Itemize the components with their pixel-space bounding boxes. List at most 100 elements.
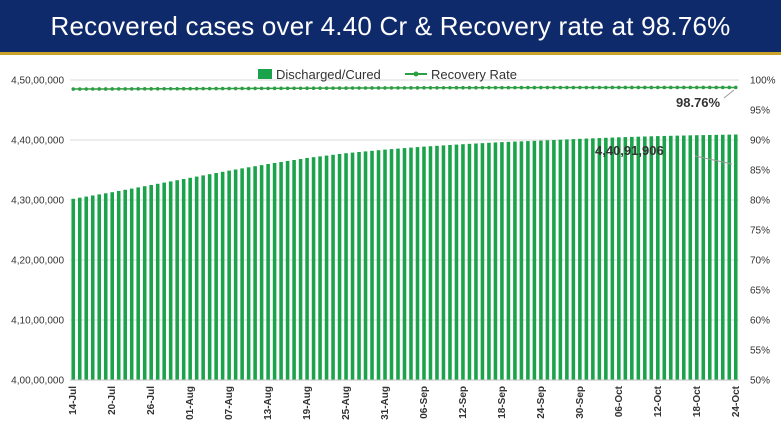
bar-discharged-cured	[363, 151, 368, 380]
bar-discharged-cured	[331, 154, 335, 380]
y-right-tick-label: 55%	[750, 346, 770, 357]
bar-discharged-cured	[500, 142, 504, 380]
bar-discharged-cured	[110, 192, 115, 380]
recovery-rate-point	[305, 86, 309, 91]
bar-discharged-cured	[103, 193, 108, 380]
recovery-rate-point	[285, 86, 290, 91]
x-tick-label: 25-Aug	[341, 386, 352, 420]
recovery-rate-point	[71, 87, 76, 91]
recovery-rate-point	[597, 85, 602, 90]
bar-discharged-cured	[694, 135, 699, 380]
recovery-rate-point	[77, 87, 82, 91]
bar-discharged-cured	[77, 197, 82, 380]
bar-discharged-cured	[571, 139, 576, 380]
recovery-rate-point	[123, 87, 128, 91]
recovery-rate-point	[84, 87, 89, 91]
annotations: 4,40,91,906 98.76%	[595, 89, 735, 165]
bar-discharged-cured	[649, 136, 654, 380]
bar-discharged-cured	[357, 152, 361, 380]
recovery-rate-point	[181, 86, 186, 91]
recovery-rate-point	[617, 85, 621, 90]
x-tick-label: 12-Oct	[653, 385, 664, 417]
bar-discharged-cured	[370, 150, 374, 380]
bar-discharged-cured	[188, 177, 192, 380]
title-banner: Recovered cases over 4.40 Cr & Recovery …	[0, 0, 781, 52]
recovery-rate-point	[142, 87, 147, 91]
bar-discharged-cured	[240, 168, 244, 380]
x-tick-label: 19-Aug	[302, 386, 313, 420]
bar-discharged-cured	[207, 174, 212, 380]
recovery-rate-point	[357, 86, 361, 90]
bar-discharged-cured	[253, 166, 257, 380]
x-tick-label: 12-Sep	[458, 386, 469, 419]
recovery-rate-point	[110, 87, 115, 91]
bar-discharged-cured	[707, 134, 712, 380]
annotation-recovery-value: 98.76%	[676, 95, 721, 110]
recovery-rate-point	[188, 86, 192, 91]
bar-discharged-cured	[539, 140, 543, 380]
recovery-rate-point	[656, 85, 660, 90]
y-left-tick-label: 4,20,00,000	[11, 256, 64, 267]
y-left-tick-label: 4,10,00,000	[11, 316, 64, 327]
recovery-rate-point	[578, 85, 582, 90]
bar-discharged-cured	[513, 141, 517, 380]
y-left-tick-label: 4,40,00,000	[11, 136, 64, 147]
x-tick-label: 30-Sep	[575, 386, 586, 419]
recovery-rate-point	[571, 85, 576, 90]
legend-swatch-recovery-marker	[413, 71, 419, 77]
recovery-rate-point	[643, 85, 647, 90]
y-right-tick-label: 60%	[750, 316, 770, 327]
annotation-discharged-value: 4,40,91,906	[595, 143, 664, 158]
recovery-rate-point	[259, 86, 264, 91]
bar-discharged-cured	[350, 152, 355, 380]
recovery-rate-point	[565, 85, 569, 90]
bar-discharged-cured	[116, 191, 121, 380]
recovery-rate-point	[409, 86, 413, 90]
bar-discharged-cured	[597, 138, 602, 380]
recovery-rate-point	[129, 87, 134, 91]
axes: 4,00,00,000 4,10,00,000 4,20,00,000 4,30,00…	[11, 76, 776, 420]
recovery-rate-point	[311, 86, 316, 90]
bar-discharged-cured	[266, 164, 270, 380]
page-title: Recovered cases over 4.40 Cr & Recovery …	[50, 10, 731, 41]
recovery-rate-point	[207, 86, 212, 91]
bar-discharged-cured	[233, 169, 238, 380]
bar-discharged-cured	[415, 147, 420, 380]
recovery-rate-point	[97, 87, 102, 91]
recovery-rate-point	[532, 85, 537, 90]
bar-discharged-cured	[318, 156, 322, 380]
bar-discharged-cured	[448, 145, 452, 380]
recovery-rate-point	[103, 87, 108, 91]
recovery-rate-point	[487, 85, 491, 90]
bar-discharged-cured	[259, 165, 264, 380]
bar-discharged-cured	[227, 170, 231, 380]
recovery-rate-point	[136, 87, 140, 91]
bar-discharged-cured	[688, 135, 693, 380]
bar-discharged-cured	[214, 173, 218, 380]
recovery-rate-point	[714, 85, 719, 90]
bar-discharged-cured	[467, 143, 472, 380]
recovery-rate-point	[350, 86, 355, 90]
recovery-rate-point	[324, 86, 329, 90]
bar-discharged-cured	[168, 181, 173, 380]
bar-discharged-cured	[402, 148, 407, 380]
bar-discharged-cured	[720, 134, 725, 380]
recovery-rate-point	[175, 86, 179, 91]
x-tick-label: 26-Jul	[146, 386, 157, 415]
bar-discharged-cured	[344, 153, 348, 380]
recovery-rate-point	[610, 85, 615, 90]
y-right-tick-label: 50%	[750, 376, 770, 387]
recovery-rate-point	[545, 85, 550, 90]
bar-discharged-cured	[305, 158, 309, 380]
recovery-rate-point	[272, 86, 277, 91]
y-left-tick-label: 4,30,00,000	[11, 196, 64, 207]
recovery-rate-point	[519, 85, 524, 90]
bar-discharged-cured	[591, 138, 595, 380]
recovery-rate-point	[526, 85, 530, 90]
bar-discharged-cured	[643, 136, 647, 380]
annotation-leader-recovery	[723, 89, 735, 99]
bar-discharged-cured	[435, 145, 439, 380]
bar-discharged-cured	[162, 182, 166, 380]
recovery-rate-point	[279, 86, 283, 91]
bar-discharged-cured	[610, 137, 615, 380]
